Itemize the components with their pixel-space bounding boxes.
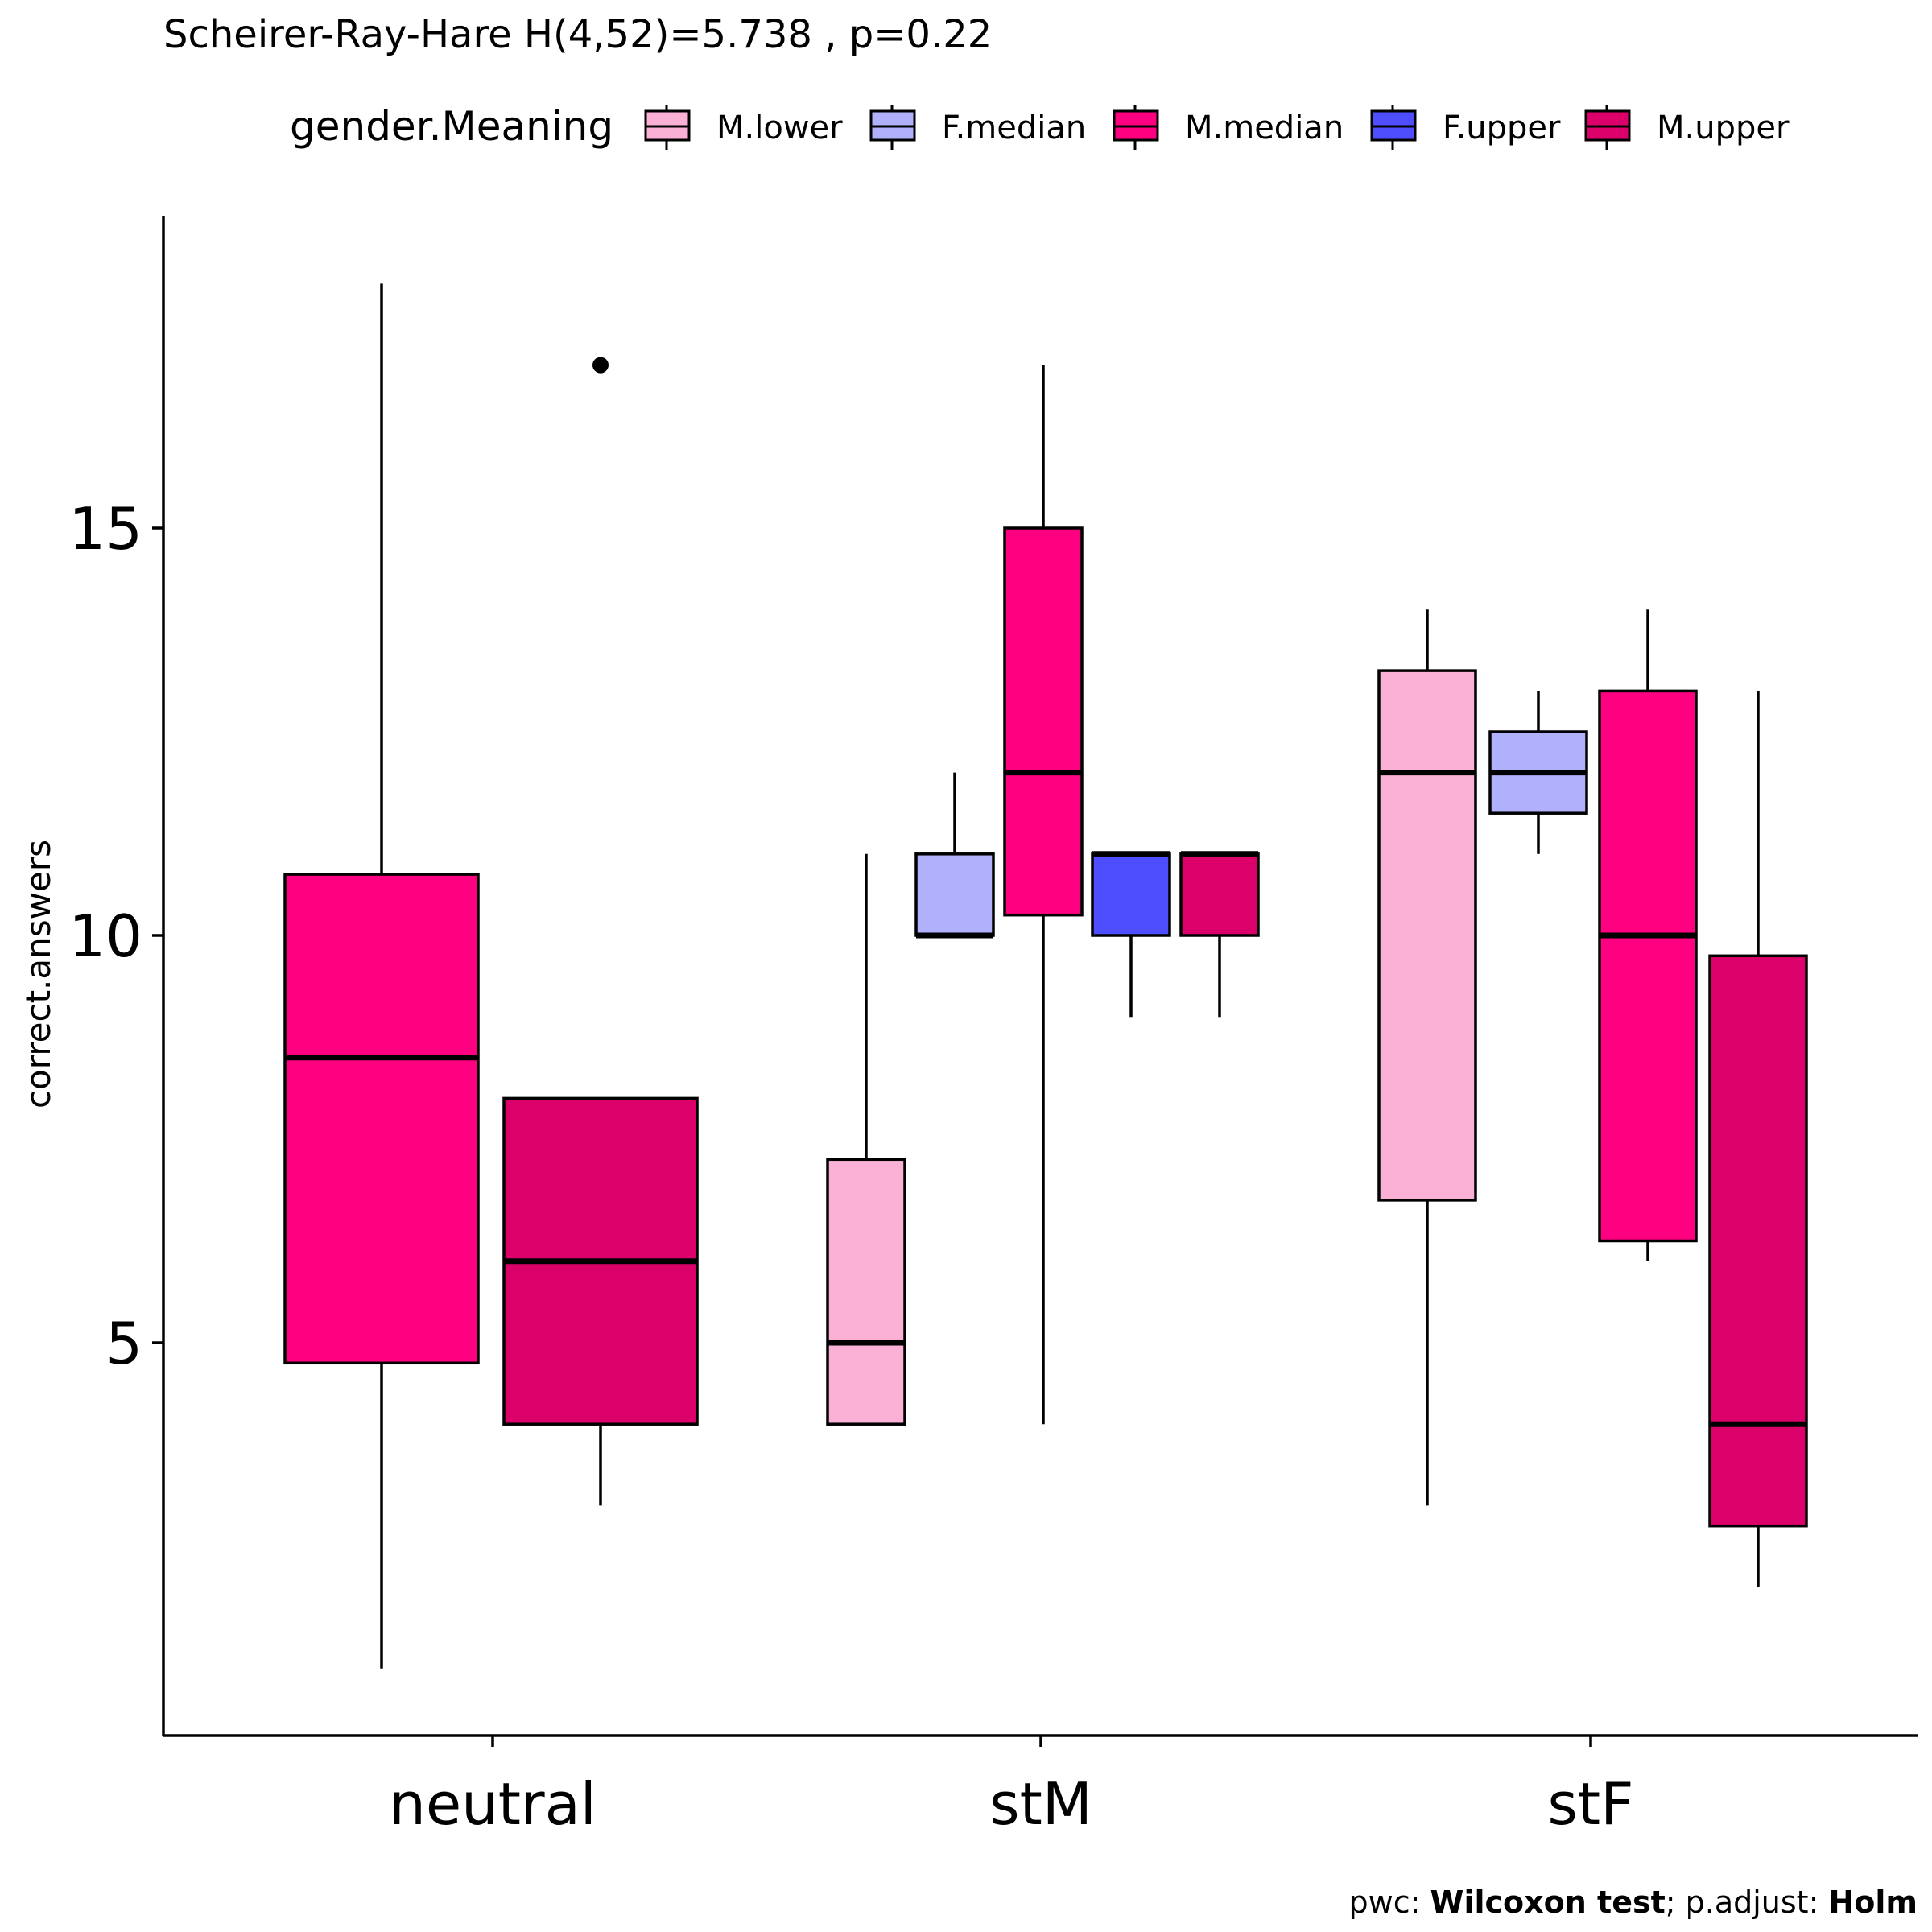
box-body: [1091, 852, 1171, 937]
box-neutral-m-median: [283, 283, 480, 1669]
legend-label: M.lower: [716, 109, 843, 147]
box-stM-m-median: [1003, 365, 1084, 1425]
x-tick-label: stM: [989, 1770, 1092, 1838]
y-tick-label: 5: [105, 1310, 142, 1377]
y-tick-label: 15: [68, 495, 142, 563]
box-stM-m-upper: [1179, 851, 1260, 1018]
box-neutral-m-upper: [502, 357, 699, 1506]
box-body: [1708, 954, 1808, 1528]
x-tick-label: stF: [1547, 1770, 1633, 1838]
box-body: [914, 852, 995, 937]
legend-item-f-median: F.median: [869, 105, 1086, 150]
legend-title: gender.Meaning: [290, 103, 613, 150]
outlier-point: [592, 357, 609, 374]
legend-label: F.median: [942, 109, 1086, 147]
box-body: [1598, 689, 1698, 1243]
box-stF-m-median: [1598, 609, 1698, 1261]
plot-area: 5 10 15 neutral stM stF: [68, 216, 1918, 1838]
box-stF-m-upper: [1708, 691, 1808, 1587]
caption-test: Wilcoxon test: [1430, 1885, 1666, 1920]
y-tick-label: 10: [68, 902, 142, 970]
box-stF-f-median: [1488, 691, 1588, 854]
x-tick-label: neutral: [389, 1770, 597, 1838]
box-body: [1377, 669, 1477, 1202]
legend-item-m-lower: M.lower: [644, 105, 843, 150]
legend-item-m-median: M.median: [1113, 105, 1344, 150]
y-axis-label: correct.answers: [19, 840, 58, 1108]
caption-mid: ; p.adjust:: [1666, 1885, 1829, 1920]
legend: M.lower F.median M.median F.upper M.upper: [644, 105, 1790, 150]
box-stM-m-lower: [826, 853, 906, 1426]
legend-label: M.median: [1185, 109, 1344, 147]
caption: pwc: Wilcoxon test; p.adjust: Holm: [1349, 1885, 1918, 1920]
box-body: [1179, 852, 1260, 937]
legend-label: M.upper: [1657, 109, 1790, 147]
box-stM-f-upper: [1091, 851, 1171, 1018]
box-body: [826, 1158, 906, 1426]
box-body: [1003, 526, 1084, 917]
legend-label: F.upper: [1443, 109, 1561, 147]
legend-item-f-upper: F.upper: [1370, 105, 1561, 150]
caption-prefix: pwc:: [1349, 1885, 1430, 1920]
box-stF-m-lower: [1377, 609, 1477, 1506]
box-stM-f-median: [914, 772, 995, 939]
caption-adjust: Holm: [1828, 1885, 1918, 1920]
chart-title: Scheirer-Ray-Hare H(4,52)=5.738 , p=0.22: [163, 12, 992, 57]
box-body: [283, 873, 480, 1365]
legend-item-m-upper: M.upper: [1584, 105, 1790, 150]
